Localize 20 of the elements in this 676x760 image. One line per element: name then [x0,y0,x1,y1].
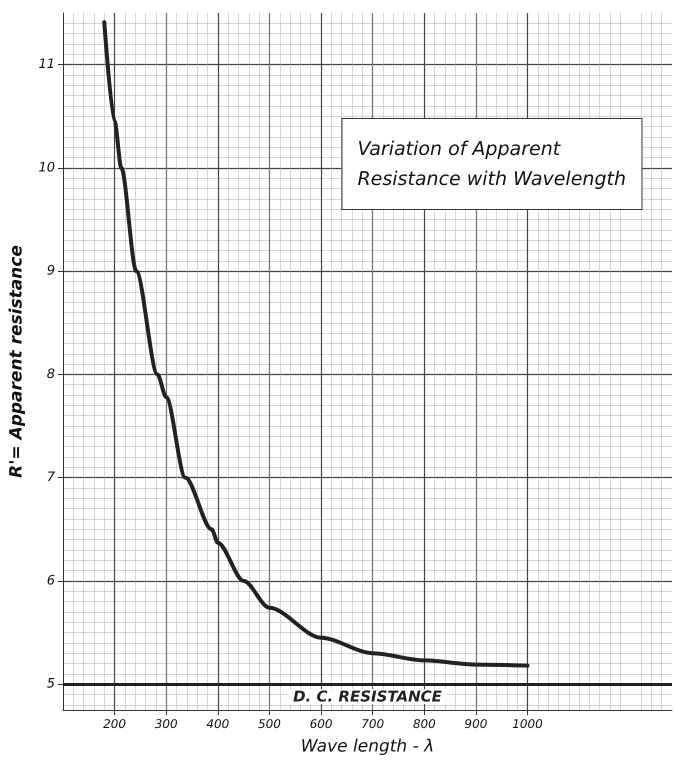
x-tick-label: 300 [154,717,178,731]
y-tick-label: 9 [46,264,55,279]
y-tick-label: 11 [38,57,55,72]
x-tick-label: 200 [103,717,126,731]
x-tick-label: 500 [258,717,282,731]
y-tick-label: 10 [38,160,55,176]
y-tick-label: 7 [46,470,56,486]
x-tick-label: 900 [464,717,488,731]
text: Variation of Apparent Resistance with Wavelength [357,138,626,190]
x-tick-label: 700 [361,717,384,731]
x-axis-title: Wave length - λ [300,736,434,756]
ref-line-label: D. C. RESISTANCE [293,688,443,706]
y-tick-label: 6 [46,573,55,588]
y-axis-title: R'= Apparent resistance [6,245,26,478]
y-tick-label: 8 [46,366,55,382]
x-tick-label: 1000 [512,717,544,731]
x-tick-label: 600 [310,717,333,731]
x-tick-label: 400 [206,717,230,731]
x-tick-label: 800 [412,717,436,731]
y-tick-label: 5 [46,676,55,692]
